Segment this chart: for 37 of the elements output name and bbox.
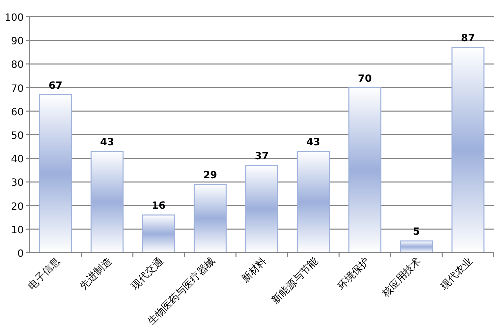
data-label: 16	[152, 201, 166, 212]
bar	[297, 151, 330, 254]
y-tick-label: 100	[4, 13, 24, 24]
y-tick-label: 20	[11, 202, 24, 213]
data-label: 87	[461, 34, 476, 45]
data-label: 67	[48, 80, 63, 92]
bar	[39, 94, 72, 254]
data-label: 29	[203, 170, 218, 182]
x-tick-label: 电子信息	[26, 256, 63, 292]
x-tick-label: 现代交通	[129, 256, 166, 292]
data-label: 5	[413, 227, 420, 238]
y-tick-label: 10	[11, 225, 24, 236]
bar	[246, 165, 278, 254]
bar	[348, 87, 382, 254]
bar	[142, 214, 176, 254]
bar	[452, 47, 485, 254]
y-tick-label: 70	[11, 84, 24, 95]
data-label: 43	[100, 138, 114, 149]
x-tick-label: 新材料	[239, 256, 270, 286]
y-tick-label: 40	[11, 154, 24, 166]
data-label: 43	[306, 138, 321, 149]
bar	[194, 184, 227, 254]
x-tick-label: 现代农业	[438, 256, 476, 292]
y-tick-label: 80	[11, 60, 24, 72]
y-tick-label: 60	[11, 107, 24, 118]
y-tick-label: 50	[11, 131, 24, 142]
data-label: 37	[255, 152, 269, 163]
data-label: 70	[358, 74, 372, 85]
x-tick-label: 环境保护	[335, 256, 372, 292]
y-tick-label: 90	[11, 36, 24, 48]
bar	[400, 240, 434, 254]
x-tick-label: 新能源与节能	[270, 256, 321, 307]
bar	[90, 151, 124, 254]
y-tick-label: 0	[18, 249, 24, 260]
x-tick-label: 先进制造	[78, 256, 114, 292]
y-tick-label: 30	[11, 178, 24, 190]
x-tick-label: 核应用技术	[379, 256, 424, 300]
